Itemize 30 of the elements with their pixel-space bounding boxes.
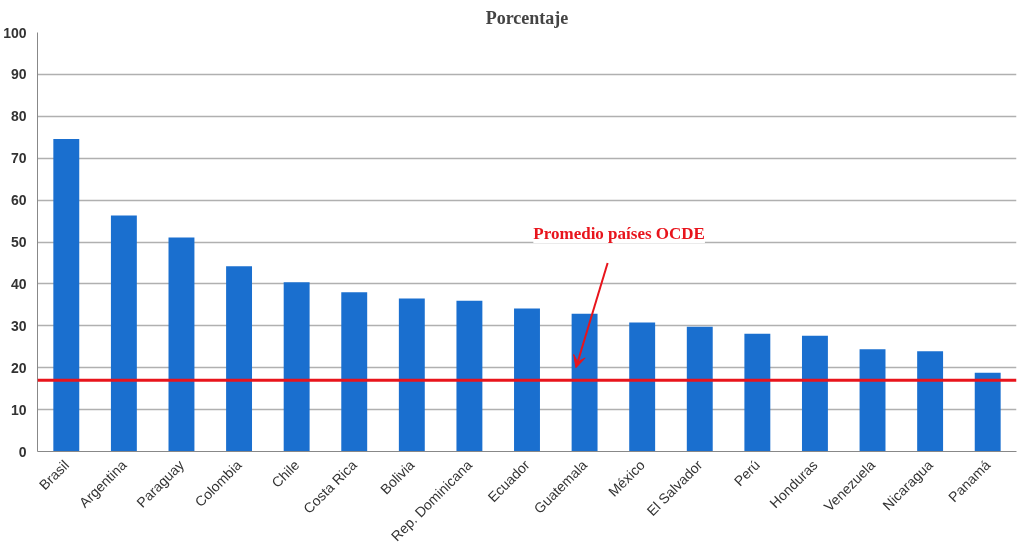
chart-title: Porcentaje xyxy=(485,7,569,28)
bar xyxy=(283,282,310,452)
bar xyxy=(226,266,253,452)
bar xyxy=(686,326,713,452)
y-tick-label: 90 xyxy=(10,66,27,83)
bar xyxy=(571,313,598,452)
y-tick-label: 40 xyxy=(10,275,27,292)
bar xyxy=(744,333,771,452)
bar xyxy=(514,308,540,452)
bar xyxy=(398,298,425,452)
y-tick-label: 60 xyxy=(10,192,27,209)
bar xyxy=(917,351,944,452)
bar xyxy=(53,138,80,452)
y-tick-label: 20 xyxy=(10,359,27,376)
y-tick-label: 30 xyxy=(10,317,27,334)
bar xyxy=(168,237,195,452)
bar xyxy=(110,215,137,452)
y-tick-label: 80 xyxy=(10,108,27,125)
bar xyxy=(974,372,1001,452)
bar xyxy=(456,300,483,452)
y-tick-label: 50 xyxy=(10,234,27,250)
bar xyxy=(859,349,886,452)
bar xyxy=(341,292,368,452)
bar xyxy=(629,322,656,452)
bar xyxy=(801,335,828,452)
y-tick-label: 10 xyxy=(10,401,27,418)
y-tick-label: 70 xyxy=(10,150,27,167)
y-tick-label: 0 xyxy=(18,443,27,460)
y-tick-label: 100 xyxy=(3,24,27,41)
ref-line-label: Promedio países OCDE xyxy=(533,224,705,244)
